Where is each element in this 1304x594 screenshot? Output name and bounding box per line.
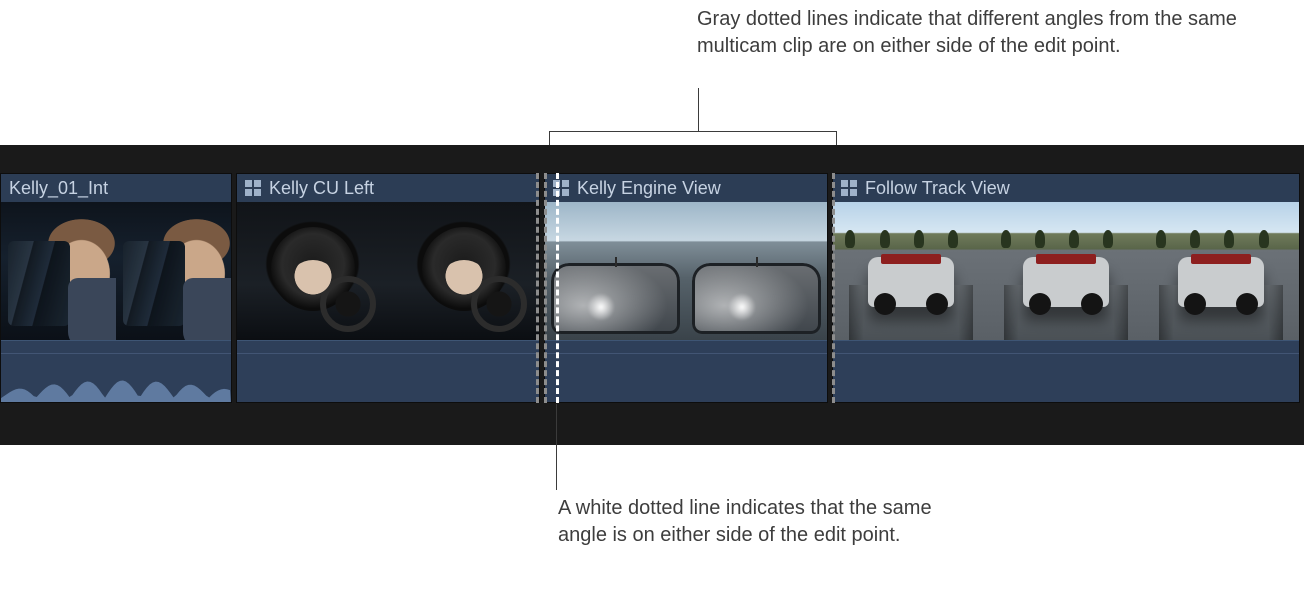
clip-a[interactable]: Kelly_01_Int <box>0 173 232 403</box>
callout-bottom-stem <box>556 404 557 490</box>
clip-header: Kelly Engine View <box>545 174 827 202</box>
clip-thumbnails <box>237 202 539 340</box>
clip-title: Kelly Engine View <box>577 178 721 199</box>
clip-thumbnails <box>833 202 1299 340</box>
thumbnail <box>988 202 1143 340</box>
edit-dash-gray-left <box>544 173 547 403</box>
multicam-icon <box>245 180 261 196</box>
edit-dash-gray-right <box>832 173 835 403</box>
clip-b[interactable]: Kelly CU Left <box>236 173 540 403</box>
multicam-icon <box>841 180 857 196</box>
thumbnail <box>116 202 231 340</box>
clip-audio <box>545 340 827 403</box>
thumbnail <box>545 202 686 340</box>
edit-dash-white <box>556 173 559 403</box>
thumbnail <box>686 202 827 340</box>
timeline-gutter-bottom <box>0 403 1304 445</box>
clip-header: Kelly_01_Int <box>1 174 231 202</box>
thumbnail <box>1144 202 1299 340</box>
timeline-gutter-top <box>0 145 1304 173</box>
edit-dash-gray-left-outer <box>536 173 539 403</box>
thumbnail <box>833 202 988 340</box>
thumbnail <box>388 202 539 340</box>
clip-d[interactable]: Follow Track View <box>832 173 1300 403</box>
clip-title: Kelly CU Left <box>269 178 374 199</box>
clip-title: Follow Track View <box>865 178 1010 199</box>
timeline[interactable]: Kelly_01_Int Kelly CU Left Kelly Engine Vi… <box>0 145 1304 445</box>
clip-audio <box>1 340 231 403</box>
clip-audio <box>833 340 1299 403</box>
clip-thumbnails <box>545 202 827 340</box>
clip-header: Follow Track View <box>833 174 1299 202</box>
clip-audio <box>237 340 539 403</box>
callout-top-stem <box>698 88 699 131</box>
clip-header: Kelly CU Left <box>237 174 539 202</box>
thumbnail <box>237 202 388 340</box>
clip-c[interactable]: Kelly Engine View <box>544 173 828 403</box>
thumbnail <box>1 202 116 340</box>
clip-title: Kelly_01_Int <box>9 178 108 199</box>
annotation-top: Gray dotted lines indicate that differen… <box>697 6 1257 60</box>
audio-waveform <box>1 355 231 403</box>
annotation-bottom: A white dotted line indicates that the s… <box>558 495 978 549</box>
timeline-track[interactable]: Kelly_01_Int Kelly CU Left Kelly Engine Vi… <box>0 173 1304 403</box>
callout-top-bracket <box>549 131 837 132</box>
clip-thumbnails <box>1 202 231 340</box>
